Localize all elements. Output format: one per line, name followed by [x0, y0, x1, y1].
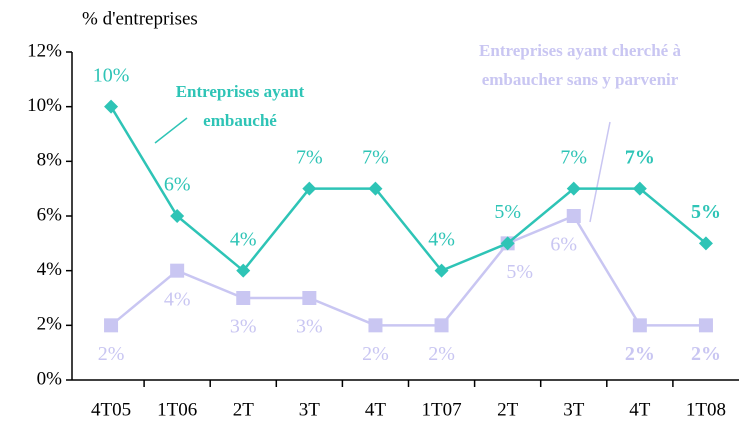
data-label: 2% [98, 343, 125, 365]
annotation: Entreprises ayant [176, 82, 305, 101]
leader-line [589, 121, 611, 223]
point [566, 209, 581, 223]
data-label: 7% [296, 146, 323, 168]
x-tick-label: 3T [563, 399, 585, 420]
x-tick-label: 4T05 [91, 399, 131, 420]
y-tick-label: 6% [37, 204, 63, 225]
y-tick-label: 12% [27, 40, 62, 61]
data-label: 2% [625, 343, 655, 365]
point [170, 209, 185, 223]
y-tick-label: 2% [37, 314, 63, 335]
x-tick-label: 1T08 [686, 399, 726, 420]
point [302, 181, 317, 196]
data-label: 5% [506, 261, 533, 283]
annotation: embauché [203, 111, 277, 130]
data-label: 4% [164, 288, 191, 310]
annotation: embaucher sans y parvenir [482, 70, 679, 89]
point [632, 318, 647, 333]
annotation: Entreprises ayant cherché à [479, 41, 681, 60]
data-label: 4% [230, 228, 257, 250]
point [368, 318, 383, 333]
y-tick-label: 0% [37, 368, 63, 389]
data-label: 4% [428, 228, 455, 250]
series-line [110, 214, 706, 327]
data-label: 7% [625, 146, 655, 168]
data-label: 3% [296, 316, 323, 338]
point [170, 263, 185, 278]
x-tick-label: 4T [629, 399, 651, 420]
point [302, 291, 317, 305]
x-tick-label: 3T [299, 399, 321, 420]
series-line [109, 106, 707, 273]
point [236, 291, 251, 305]
y-axis-label: % d'entreprises [82, 8, 198, 29]
x-tick-label: 1T07 [421, 399, 461, 420]
point [632, 181, 647, 196]
point [104, 99, 119, 114]
point [368, 181, 383, 196]
data-label: 10% [93, 64, 130, 86]
point [434, 263, 449, 278]
y-tick-label: 10% [27, 95, 62, 116]
data-label: 2% [428, 343, 455, 365]
point [104, 318, 119, 333]
data-label: 6% [164, 174, 191, 196]
data-label: 2% [362, 343, 389, 365]
y-tick-label: 8% [37, 150, 63, 171]
point [698, 318, 713, 333]
point [434, 318, 449, 333]
data-label: 2% [691, 343, 721, 365]
point [236, 263, 251, 278]
y-tick-label: 4% [37, 259, 63, 280]
data-label: 5% [691, 201, 721, 223]
point [566, 181, 581, 196]
x-tick-label: 1T06 [157, 399, 197, 420]
data-label: 3% [230, 316, 257, 338]
point [698, 236, 713, 251]
data-label: 7% [362, 146, 389, 168]
data-label: 6% [550, 234, 577, 256]
leader-line [154, 117, 188, 144]
x-tick-label: 2T [233, 399, 255, 420]
x-tick-label: 2T [497, 399, 519, 420]
point [500, 236, 515, 251]
data-label: 5% [494, 201, 521, 223]
x-tick-label: 4T [365, 399, 387, 420]
data-label: 7% [560, 146, 587, 168]
